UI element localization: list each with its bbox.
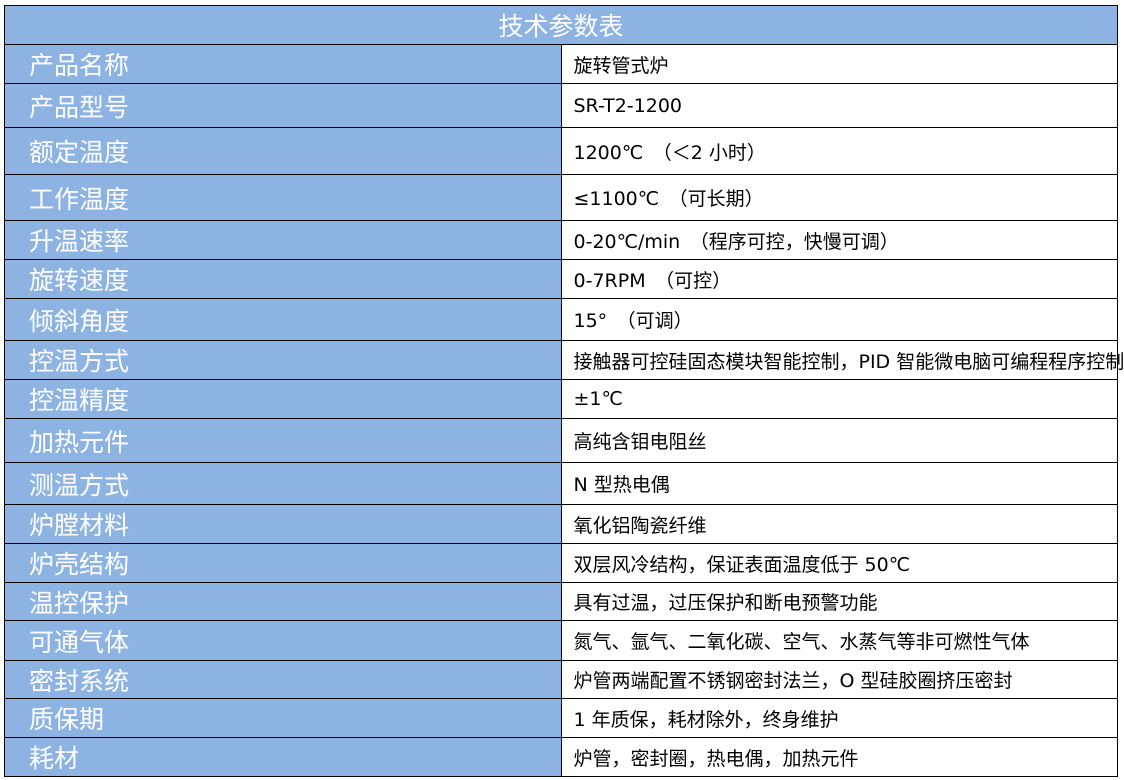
table-row: 可通气体 氮气、氩气、二氧化碳、空气、水蒸气等非可燃性气体 [4, 620, 1118, 661]
spec-label: 额定温度 [4, 127, 562, 175]
spec-value: 炉管两端配置不锈钢密封法兰，O 型硅胶圈挤压密封 [560, 660, 1118, 699]
spec-label: 旋转速度 [4, 259, 562, 299]
table-row: 质保期 1 年质保，耗材除外，终身维护 [4, 698, 1118, 738]
spec-label: 炉膛材料 [4, 504, 562, 544]
spec-label: 工作温度 [4, 174, 562, 221]
spec-value: 高纯含钼电阻丝 [560, 418, 1118, 463]
spec-value: 氧化铝陶瓷纤维 [560, 504, 1118, 544]
spec-value: SR-T2-1200 [560, 83, 1118, 128]
spec-value: 0-20℃/min （程序可控，快慢可调） [560, 220, 1118, 260]
spec-value: ≤1100℃ （可长期） [560, 174, 1118, 221]
spec-label: 测温方式 [4, 462, 562, 505]
table-row: 测温方式 N 型热电偶 [4, 462, 1118, 505]
spec-value: 双层风冷结构，保证表面温度低于 50℃ [560, 543, 1118, 583]
table-row: 旋转速度 0-7RPM （可控） [4, 259, 1118, 299]
spec-label: 控温精度 [4, 379, 562, 419]
spec-value: 炉管，密封圈，热电偶，加热元件 [560, 737, 1118, 777]
spec-value: 1 年质保，耗材除外，终身维护 [560, 698, 1118, 738]
spec-value: 具有过温，过压保护和断电预警功能 [560, 582, 1118, 621]
table-row: 工作温度 ≤1100℃ （可长期） [4, 174, 1118, 221]
spec-label: 加热元件 [4, 418, 562, 463]
table-row: 温控保护 具有过温，过压保护和断电预警功能 [4, 582, 1118, 621]
table-row: 炉膛材料 氧化铝陶瓷纤维 [4, 504, 1118, 544]
spec-value: 1200℃ （＜2 小时） [560, 127, 1118, 175]
title-row: 技术参数表 [4, 5, 1118, 45]
table-row: 控温方式 接触器可控硅固态模块智能控制，PID 智能微电脑可编程程序控制 [4, 340, 1124, 380]
table-row: 炉壳结构 双层风冷结构，保证表面温度低于 50℃ [4, 543, 1118, 583]
table-row: 倾斜角度 15° （可调） [4, 298, 1118, 341]
spec-value: 氮气、氩气、二氧化碳、空气、水蒸气等非可燃性气体 [560, 620, 1118, 661]
spec-value: 15° （可调） [560, 298, 1118, 341]
spec-label: 耗材 [4, 737, 562, 777]
table-title: 技术参数表 [4, 5, 1118, 45]
spec-label: 炉壳结构 [4, 543, 562, 583]
spec-label: 密封系统 [4, 660, 562, 699]
spec-value: 0-7RPM （可控） [560, 259, 1118, 299]
spec-label: 控温方式 [4, 340, 562, 380]
table-row: 控温精度 ±1℃ [4, 379, 1118, 419]
spec-label: 可通气体 [4, 620, 562, 661]
table-row: 升温速率 0-20℃/min （程序可控，快慢可调） [4, 220, 1118, 260]
table-row: 产品名称 旋转管式炉 [4, 44, 1118, 84]
table-row: 产品型号 SR-T2-1200 [4, 83, 1118, 128]
table-row: 加热元件 高纯含钼电阻丝 [4, 418, 1118, 463]
spec-label: 温控保护 [4, 582, 562, 621]
table-row: 耗材 炉管，密封圈，热电偶，加热元件 [4, 737, 1118, 777]
table-row: 额定温度 1200℃ （＜2 小时） [4, 127, 1118, 175]
spec-table: 技术参数表 产品名称 旋转管式炉 产品型号 SR-T2-1200 额定温度 1200℃ （… [4, 5, 1124, 777]
spec-label: 倾斜角度 [4, 298, 562, 341]
spec-value: ±1℃ [560, 379, 1118, 419]
spec-label: 产品名称 [4, 44, 562, 84]
spec-label: 升温速率 [4, 220, 562, 260]
table-row: 密封系统 炉管两端配置不锈钢密封法兰，O 型硅胶圈挤压密封 [4, 660, 1118, 699]
spec-value: 接触器可控硅固态模块智能控制，PID 智能微电脑可编程程序控制 [560, 340, 1124, 380]
spec-value: N 型热电偶 [560, 462, 1118, 505]
spec-label: 质保期 [4, 698, 562, 738]
spec-value: 旋转管式炉 [560, 44, 1118, 84]
spec-label: 产品型号 [4, 83, 562, 128]
